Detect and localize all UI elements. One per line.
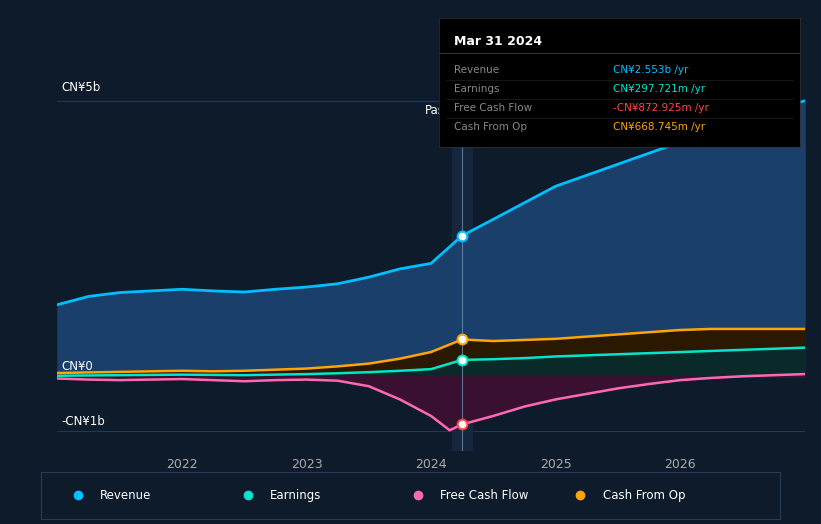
Text: Cash From Op: Cash From Op [603, 489, 685, 501]
Text: Analysts Forecasts: Analysts Forecasts [481, 104, 590, 117]
Text: Earnings: Earnings [454, 84, 499, 94]
Text: Past: Past [425, 104, 450, 117]
Text: Free Cash Flow: Free Cash Flow [440, 489, 529, 501]
Text: Cash From Op: Cash From Op [454, 123, 527, 133]
Text: CN¥2.553b /yr: CN¥2.553b /yr [612, 64, 688, 75]
Text: CN¥0: CN¥0 [62, 360, 93, 373]
Text: CN¥5b: CN¥5b [62, 81, 100, 94]
Text: Free Cash Flow: Free Cash Flow [454, 103, 532, 113]
Text: CN¥668.745m /yr: CN¥668.745m /yr [612, 123, 704, 133]
Text: Revenue: Revenue [454, 64, 499, 75]
Text: -CN¥1b: -CN¥1b [62, 415, 105, 428]
Text: -CN¥872.925m /yr: -CN¥872.925m /yr [612, 103, 709, 113]
Text: Earnings: Earnings [270, 489, 322, 501]
Text: Mar 31 2024: Mar 31 2024 [454, 35, 542, 48]
Text: Revenue: Revenue [100, 489, 152, 501]
Text: CN¥297.721m /yr: CN¥297.721m /yr [612, 84, 704, 94]
Bar [452, 73, 472, 451]
